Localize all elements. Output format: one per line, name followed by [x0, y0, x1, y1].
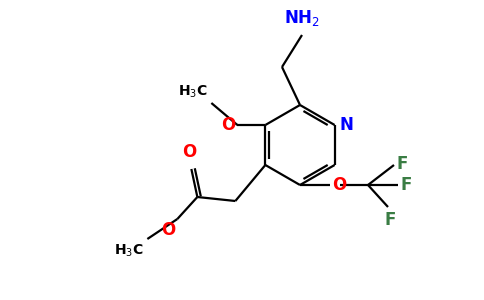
Text: F: F: [397, 155, 408, 173]
Text: O: O: [332, 176, 346, 194]
Text: NH$_2$: NH$_2$: [284, 8, 320, 28]
Text: O: O: [182, 143, 197, 161]
Text: N: N: [340, 116, 353, 134]
Text: F: F: [401, 176, 412, 194]
Text: H$_3$C: H$_3$C: [114, 243, 143, 260]
Text: O: O: [221, 116, 235, 134]
Text: O: O: [161, 221, 175, 239]
Text: F: F: [384, 211, 396, 229]
Text: H$_3$C: H$_3$C: [178, 84, 207, 100]
